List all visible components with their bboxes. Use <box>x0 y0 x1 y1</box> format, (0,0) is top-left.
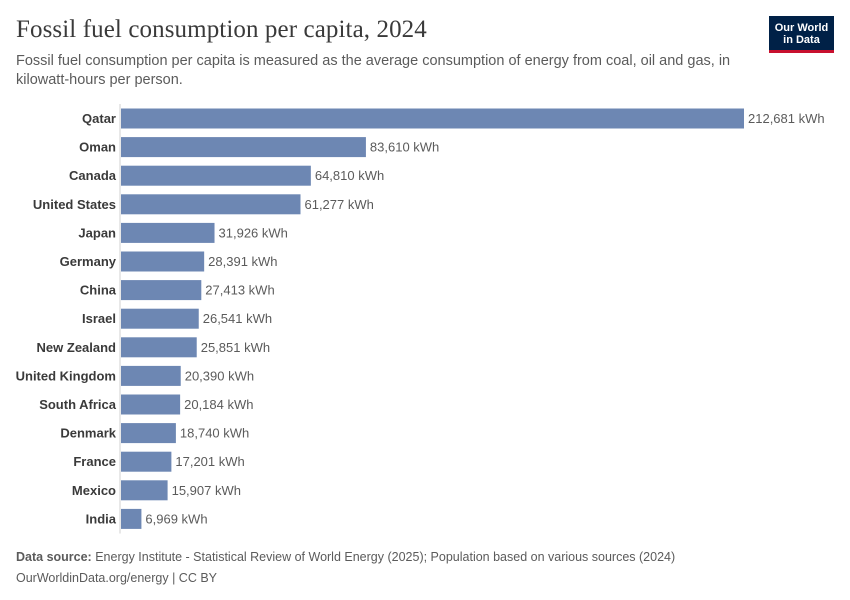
bar[interactable] <box>121 451 172 472</box>
bar[interactable] <box>121 165 311 186</box>
value-label: 20,390 kWh <box>185 368 254 383</box>
bar[interactable] <box>121 280 202 301</box>
value-label: 6,969 kWh <box>145 511 207 526</box>
category-label: Oman <box>79 140 116 155</box>
logo-line-2: in Data <box>783 34 820 46</box>
category-label: South Africa <box>39 397 117 412</box>
footer: Data source: Energy Institute - Statisti… <box>16 547 675 589</box>
category-label: United Kingdom <box>16 368 116 383</box>
value-label: 25,851 kWh <box>201 340 270 355</box>
category-label: Qatar <box>82 111 116 126</box>
value-label: 15,907 kWh <box>172 483 241 498</box>
bar[interactable] <box>121 251 205 272</box>
value-label: 83,610 kWh <box>370 140 439 155</box>
value-label: 27,413 kWh <box>205 283 274 298</box>
bar[interactable] <box>121 308 199 329</box>
bar[interactable] <box>121 222 215 243</box>
data-source: Data source: Energy Institute - Statisti… <box>16 547 675 568</box>
value-label: 61,277 kWh <box>304 197 373 212</box>
category-label: Denmark <box>60 426 116 441</box>
category-label: Canada <box>69 168 117 183</box>
value-label: 28,391 kWh <box>208 254 277 269</box>
source-url[interactable]: OurWorldinData.org/energy | CC BY <box>16 571 218 585</box>
value-label: 18,740 kWh <box>180 426 249 441</box>
value-label: 26,541 kWh <box>203 311 272 326</box>
logo-line-1: Our World <box>774 22 829 34</box>
value-label: 31,926 kWh <box>219 225 288 240</box>
data-source-text: Energy Institute - Statistical Review of… <box>95 550 676 564</box>
chart-subtitle: Fossil fuel consumption per capita is me… <box>16 53 731 88</box>
category-label: Israel <box>82 311 116 326</box>
value-label: 17,201 kWh <box>175 454 244 469</box>
bar[interactable] <box>121 365 181 386</box>
bar[interactable] <box>121 394 181 415</box>
category-label: Japan <box>78 225 116 240</box>
category-label: New Zealand <box>37 340 117 355</box>
value-label: 212,681 kWh <box>748 111 825 126</box>
value-label: 20,184 kWh <box>184 397 253 412</box>
category-label: France <box>73 454 116 469</box>
chart-title: Fossil fuel consumption per capita, 2024 <box>16 16 427 43</box>
category-label: China <box>80 283 117 298</box>
category-label: India <box>86 511 117 526</box>
bar[interactable] <box>121 194 301 215</box>
category-label: Germany <box>60 254 117 269</box>
category-label: Mexico <box>72 483 116 498</box>
bar[interactable] <box>121 137 366 158</box>
bar[interactable] <box>121 423 176 444</box>
category-label: United States <box>33 197 116 212</box>
bar[interactable] <box>121 337 197 358</box>
value-label: 64,810 kWh <box>315 168 384 183</box>
bar[interactable] <box>121 108 744 129</box>
owid-logo[interactable]: Our World in Data <box>769 16 834 53</box>
bar-chart: Qatar 212,681 kWh Oman 83,610 kWh Canada 64,8… <box>16 104 825 534</box>
bar[interactable] <box>121 480 168 501</box>
data-source-label: Data source: <box>16 550 92 564</box>
bar[interactable] <box>121 508 142 529</box>
